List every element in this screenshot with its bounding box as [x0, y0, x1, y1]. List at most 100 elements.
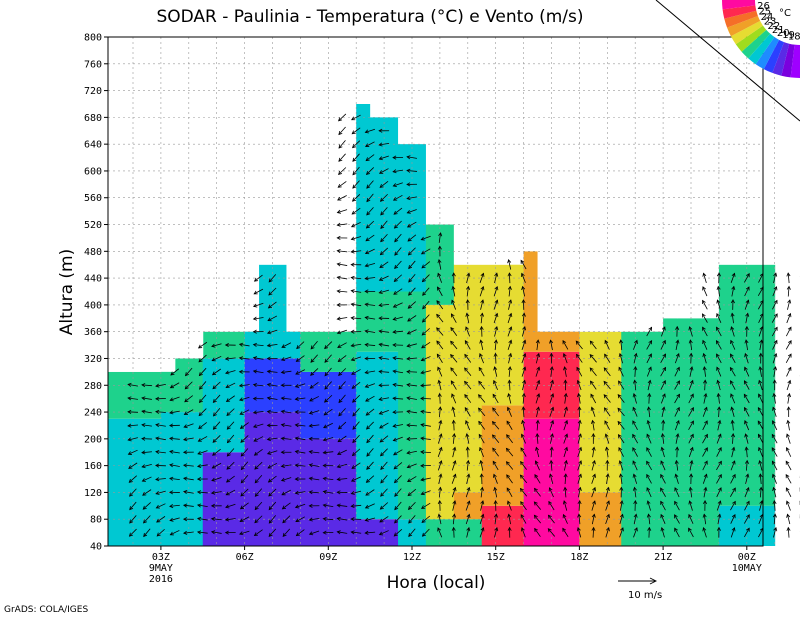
wind-arrow — [350, 316, 362, 321]
wind-arrow — [394, 233, 402, 243]
x-axis-label: Hora (local) — [387, 573, 486, 593]
wind-arrow — [239, 530, 250, 536]
wind-arrow — [494, 526, 499, 538]
wind-arrow — [632, 406, 638, 417]
wind-arrow — [744, 299, 750, 310]
wind-arrow — [337, 435, 347, 443]
wind-arrow — [308, 517, 320, 522]
wind-arrow — [617, 420, 625, 430]
wind-arrow — [392, 155, 404, 160]
wind-arrow — [324, 367, 332, 377]
wind-arrow — [660, 527, 665, 538]
wind-arrow — [322, 437, 334, 442]
wind-arrow — [590, 380, 597, 390]
wind-arrow — [364, 302, 376, 307]
wind-arrow — [436, 340, 444, 350]
wind-arrow — [379, 180, 389, 188]
wind-arrow — [393, 449, 403, 456]
wind-arrow — [240, 435, 249, 443]
wind-arrow — [688, 326, 693, 337]
no-data-region — [481, 37, 511, 265]
wind-arrow — [252, 423, 264, 429]
wind-arrow — [239, 409, 250, 415]
wind-arrow — [127, 409, 139, 414]
wind-arrow — [660, 353, 666, 364]
wind-arrow — [577, 433, 582, 444]
wind-arrow — [212, 448, 221, 456]
wind-arrow — [759, 339, 764, 351]
wind-arrow — [379, 193, 388, 202]
wind-arrow — [268, 287, 277, 296]
wind-arrow — [170, 368, 180, 376]
wind-arrow — [466, 459, 471, 471]
wind-arrow — [323, 422, 333, 429]
wind-arrow — [338, 140, 346, 149]
wind-arrow — [493, 486, 498, 498]
wind-arrow — [365, 220, 375, 229]
wind-arrow — [422, 300, 430, 310]
wind-arrow — [338, 408, 346, 417]
colorbar-label: 24 — [761, 12, 774, 23]
wind-arrow — [169, 517, 180, 522]
wind-arrow — [479, 446, 484, 458]
wind-arrow — [141, 476, 152, 482]
wind-arrow — [520, 501, 527, 511]
wind-arrow — [338, 126, 346, 136]
wind-arrow — [772, 473, 777, 484]
wind-arrow — [364, 248, 375, 255]
wind-arrow — [451, 473, 457, 484]
wind-arrow — [364, 128, 376, 134]
wind-arrow — [660, 393, 666, 404]
wind-arrow — [646, 447, 652, 457]
wind-arrow — [451, 299, 457, 310]
colorbar-unit: °C — [779, 8, 791, 19]
wind-arrow — [492, 407, 500, 417]
wind-arrow — [772, 379, 777, 391]
wind-arrow — [744, 339, 749, 351]
wind-arrow — [521, 285, 526, 297]
wind-arrow — [632, 393, 637, 404]
wind-arrow — [493, 285, 499, 297]
wind-arrow — [591, 460, 596, 471]
wind-arrow — [281, 502, 291, 510]
wind-arrow — [478, 433, 485, 444]
wind-arrow — [392, 410, 404, 415]
wind-arrow — [364, 342, 376, 347]
wind-arrow — [308, 463, 320, 468]
wind-arrow — [577, 486, 582, 498]
wind-arrow — [308, 530, 320, 536]
wind-arrow — [336, 289, 348, 294]
y-tick-label: 80 — [90, 515, 102, 526]
wind-arrow — [715, 340, 722, 350]
wind-arrow — [702, 473, 708, 484]
wind-arrow — [450, 380, 457, 390]
wind-arrow — [394, 515, 402, 524]
wind-arrow — [549, 459, 554, 471]
wind-arrow — [338, 368, 347, 376]
wind-arrow — [380, 233, 388, 243]
wind-arrow — [310, 354, 318, 363]
wind-arrow — [350, 249, 362, 254]
x-tick-label: 09Z — [319, 552, 337, 563]
wind-arrow — [507, 259, 512, 270]
wind-arrow — [267, 315, 278, 322]
wind-arrow — [478, 366, 485, 377]
wind-arrow — [336, 209, 348, 214]
wind-arrow — [786, 379, 792, 391]
wind-arrow — [674, 366, 680, 377]
wind-arrow — [211, 343, 222, 348]
wind-arrow — [493, 513, 498, 525]
wind-arrow — [336, 449, 347, 455]
colorbar-segment — [722, 0, 756, 10]
wind-arrow — [674, 419, 680, 431]
wind-arrow — [240, 461, 249, 471]
wind-arrow — [731, 285, 736, 297]
wind-arrow — [466, 272, 471, 284]
wind-arrow — [521, 366, 527, 377]
colorbar-label: 25 — [758, 6, 771, 17]
wind-arrow — [730, 380, 736, 390]
wind-arrow — [392, 342, 404, 348]
wind-arrow — [464, 380, 472, 390]
wind-arrow — [280, 477, 292, 482]
wind-arrow — [407, 501, 416, 511]
